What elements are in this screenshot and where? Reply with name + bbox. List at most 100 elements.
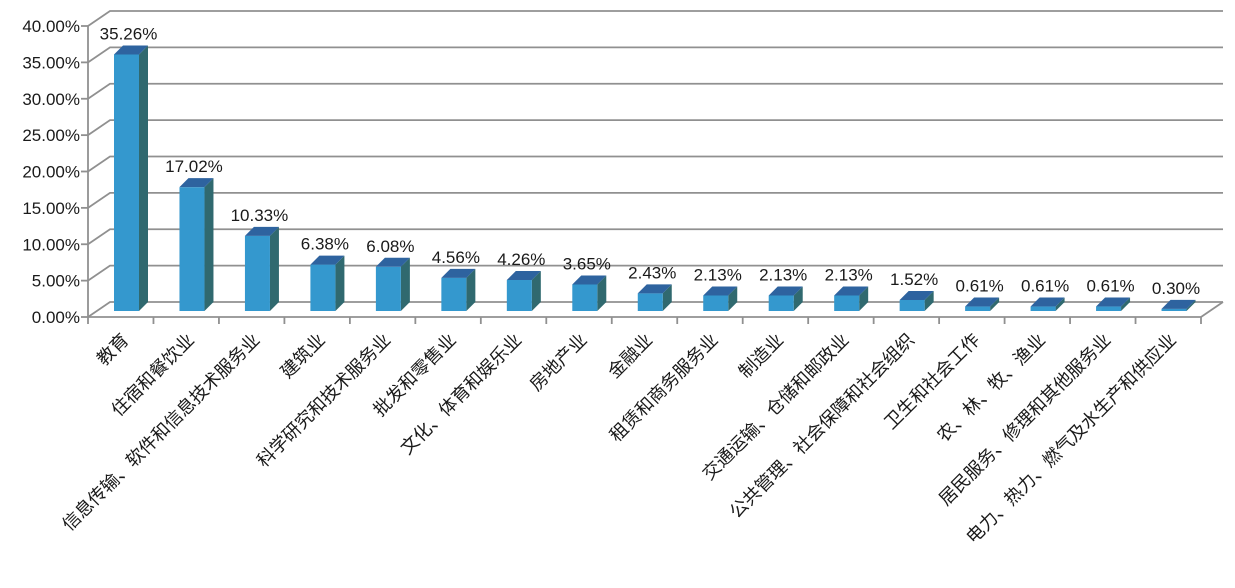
bar (637, 284, 672, 311)
bar (965, 297, 1000, 311)
bar-value-label: 1.52% (890, 270, 938, 289)
bar-side-face (139, 45, 148, 312)
bar (114, 45, 148, 312)
y-axis-label: 10.00% (22, 235, 80, 254)
bar-front-face (637, 293, 663, 311)
bar-top-face (310, 255, 345, 265)
bar-front-face (834, 295, 860, 311)
bar-front-face (572, 284, 598, 311)
bar-side-face (924, 290, 934, 311)
bar-front-face (114, 54, 139, 312)
bar-side-face (728, 286, 738, 311)
category-label: 制造业 (735, 330, 787, 382)
bar-front-face (1030, 306, 1056, 311)
bar-side-face (466, 268, 476, 311)
bar-top-face (441, 268, 476, 278)
bar-value-label: 6.38% (301, 235, 349, 254)
category-label: 教育 (93, 330, 133, 370)
bars (114, 45, 1196, 312)
bar (506, 271, 541, 311)
bar-value-label: 0.61% (956, 277, 1004, 296)
gridline (87, 46, 1223, 64)
y-axis-label: 15.00% (22, 199, 80, 218)
bar-side-face (597, 275, 607, 311)
bar-side-face (269, 226, 279, 311)
bar-top-face (1030, 297, 1065, 307)
bar-top-face (965, 297, 1000, 307)
bar-front-face (703, 295, 729, 311)
y-axis-label: 0.00% (32, 308, 80, 327)
bar-front-face (899, 299, 925, 311)
bar (703, 286, 738, 311)
bar-value-label: 2.43% (628, 263, 676, 282)
category-label: 文化、体育和娱乐业 (397, 330, 526, 459)
gridline (87, 264, 1223, 282)
bar-value-label: 17.02% (165, 157, 223, 176)
bar-side-face (204, 178, 214, 311)
bar-top-face (375, 257, 410, 267)
bar (310, 255, 345, 311)
bar-top-face (1096, 297, 1131, 307)
category-label: 租赁和商务服务业 (606, 330, 722, 446)
bar-front-face (768, 295, 794, 311)
bar-top-face (114, 45, 148, 55)
bar (1096, 297, 1131, 311)
bar-value-label: 3.65% (563, 254, 611, 273)
bar-side-face (400, 257, 410, 311)
bar-value-label: 2.13% (759, 266, 807, 285)
bar-front-face (965, 306, 991, 311)
category-label: 房地产业 (526, 330, 591, 395)
y-axis-label: 30.00% (22, 90, 80, 109)
bar-side-face (859, 286, 869, 311)
bar-front-face (506, 280, 532, 311)
bar (1161, 299, 1196, 311)
bar (768, 286, 803, 311)
bar-side-face (335, 255, 345, 311)
category-label: 建筑业 (277, 330, 329, 382)
bar-value-label: 2.13% (825, 266, 873, 285)
bar-side-face (1121, 297, 1131, 311)
bar-value-label: 6.08% (366, 237, 414, 256)
bar (899, 290, 934, 311)
bar-front-face (1161, 308, 1187, 311)
y-axis-label: 35.00% (22, 53, 80, 72)
bar-value-label: 0.30% (1152, 279, 1200, 298)
bar-top-face (834, 286, 869, 296)
bar-side-face (990, 297, 1000, 311)
bar-top-face (1161, 299, 1196, 309)
category-label: 科学研究和技术服务业 (253, 330, 394, 471)
bar (572, 275, 607, 311)
bar-top-face (703, 286, 738, 296)
bar-value-label: 4.56% (432, 248, 480, 267)
bar (441, 268, 476, 311)
bar (244, 226, 279, 311)
bar-top-face (572, 275, 607, 285)
bar-front-face (244, 235, 270, 311)
y-axis-label: 25.00% (22, 126, 80, 145)
bar-side-face (1055, 297, 1065, 311)
bar-front-face (375, 266, 401, 311)
bar-front-face (441, 277, 467, 311)
y-axis-label: 40.00% (22, 17, 80, 36)
bar-side-face (662, 284, 672, 311)
gridline (87, 155, 1223, 173)
bar (1030, 297, 1065, 311)
bar-value-label: 2.13% (694, 266, 742, 285)
gridline (87, 10, 1223, 27)
bar (179, 178, 214, 311)
bar-front-face (310, 264, 336, 311)
bar-top-face (506, 271, 541, 281)
bar (375, 257, 410, 311)
bar-side-face (793, 286, 803, 311)
bar-front-face (1096, 306, 1122, 311)
bar-value-label: 4.26% (497, 250, 545, 269)
bar-side-face (531, 271, 541, 311)
gridline (87, 119, 1223, 136)
category-label: 农、林、牧、渔业 (933, 330, 1049, 446)
bar-top-face (637, 284, 672, 294)
gridline (87, 228, 1223, 245)
y-axis-label: 5.00% (32, 272, 80, 291)
gridline (87, 82, 1223, 100)
